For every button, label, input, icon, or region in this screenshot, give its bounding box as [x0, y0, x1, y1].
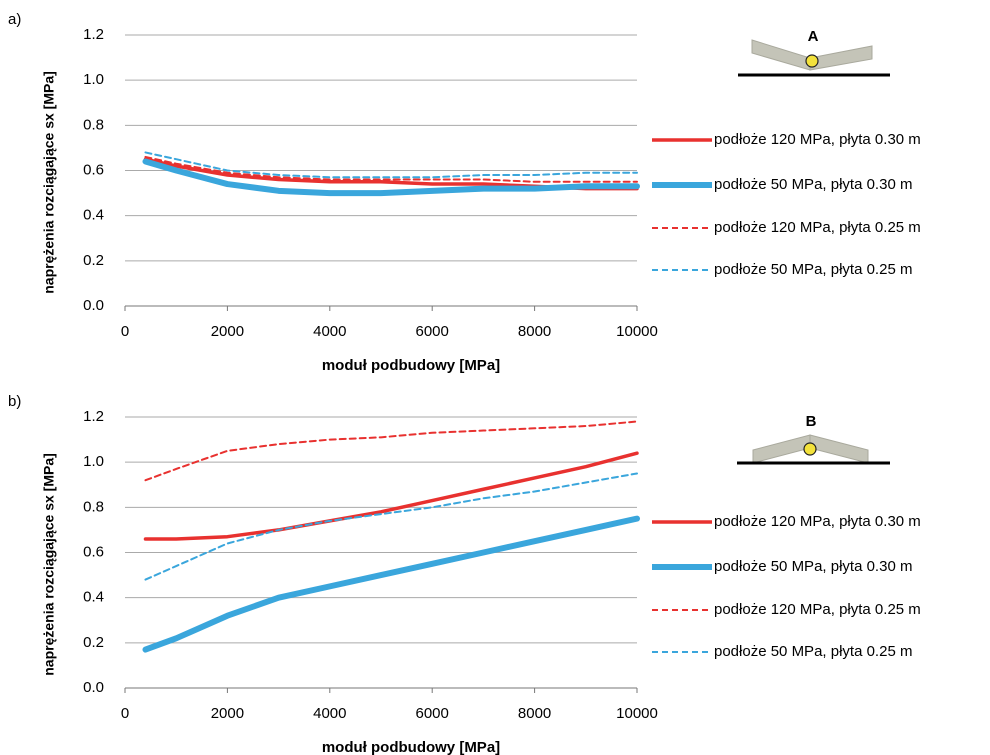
diagram-label: A [808, 28, 819, 45]
slab [751, 39, 811, 71]
legend-label: podłoże 50 MPa, płyta 0.25 m [714, 643, 912, 660]
x-tick-label: 0 [121, 705, 129, 722]
legend-label: podłoże 120 MPa, płyta 0.30 m [714, 131, 921, 148]
x-tick-label: 10000 [616, 323, 658, 340]
y-tick-label: 1.2 [83, 408, 104, 425]
x-tick-label: 2000 [211, 323, 244, 340]
y-tick-label: 0.6 [83, 161, 104, 178]
x-tick-label: 8000 [518, 705, 551, 722]
x-tick-label: 10000 [616, 705, 658, 722]
x-axis-label: moduł podbudowy [MPa] [322, 357, 500, 374]
slab [752, 434, 811, 464]
x-tick-label: 6000 [416, 705, 449, 722]
y-axis-label: naprężenia rozciągające sx [MPa] [41, 71, 57, 294]
legend-label: podłoże 50 MPa, płyta 0.30 m [714, 176, 912, 193]
load-point [803, 442, 817, 456]
line [142, 515, 640, 653]
y-tick-label: 0.0 [83, 297, 104, 314]
x-tick-label: 4000 [313, 705, 346, 722]
legend-label: podłoże 50 MPa, płyta 0.30 m [714, 558, 912, 575]
y-tick-label: 0.2 [83, 252, 104, 269]
slab [809, 434, 869, 464]
y-axis-label: naprężenia rozciągające sx [MPa] [41, 453, 57, 676]
legend-label: podłoże 120 MPa, płyta 0.25 m [714, 601, 921, 618]
x-tick-label: 2000 [211, 705, 244, 722]
y-tick-label: 0.6 [83, 543, 104, 560]
x-tick-label: 0 [121, 323, 129, 340]
y-tick-label: 1.2 [83, 26, 104, 43]
slab [809, 45, 873, 71]
line [144, 151, 638, 179]
legend-label: podłoże 120 MPa, płyta 0.30 m [714, 513, 921, 530]
x-axis-label: moduł podbudowy [MPa] [322, 739, 500, 755]
diagram-label: B [806, 413, 817, 430]
panel-label: b) [8, 393, 21, 410]
y-tick-label: 1.0 [83, 71, 104, 88]
y-tick-label: 0.8 [83, 116, 104, 133]
load-point [805, 54, 819, 68]
legend-label: podłoże 50 MPa, płyta 0.25 m [714, 261, 912, 278]
line [142, 158, 640, 197]
line [143, 451, 639, 541]
y-tick-label: 1.0 [83, 453, 104, 470]
legend-label: podłoże 120 MPa, płyta 0.25 m [714, 219, 921, 236]
line [144, 155, 638, 183]
y-tick-label: 0.0 [83, 679, 104, 696]
x-tick-label: 4000 [313, 323, 346, 340]
y-tick-label: 0.4 [83, 207, 104, 224]
line [144, 472, 638, 581]
panel-label: a) [8, 11, 21, 28]
y-tick-label: 0.4 [83, 589, 104, 606]
y-tick-label: 0.2 [83, 634, 104, 651]
x-tick-label: 8000 [518, 323, 551, 340]
y-tick-label: 0.8 [83, 498, 104, 515]
line [144, 420, 638, 482]
diagram-b: B [737, 413, 890, 465]
x-tick-label: 6000 [416, 323, 449, 340]
diagram-a: A [738, 28, 890, 77]
